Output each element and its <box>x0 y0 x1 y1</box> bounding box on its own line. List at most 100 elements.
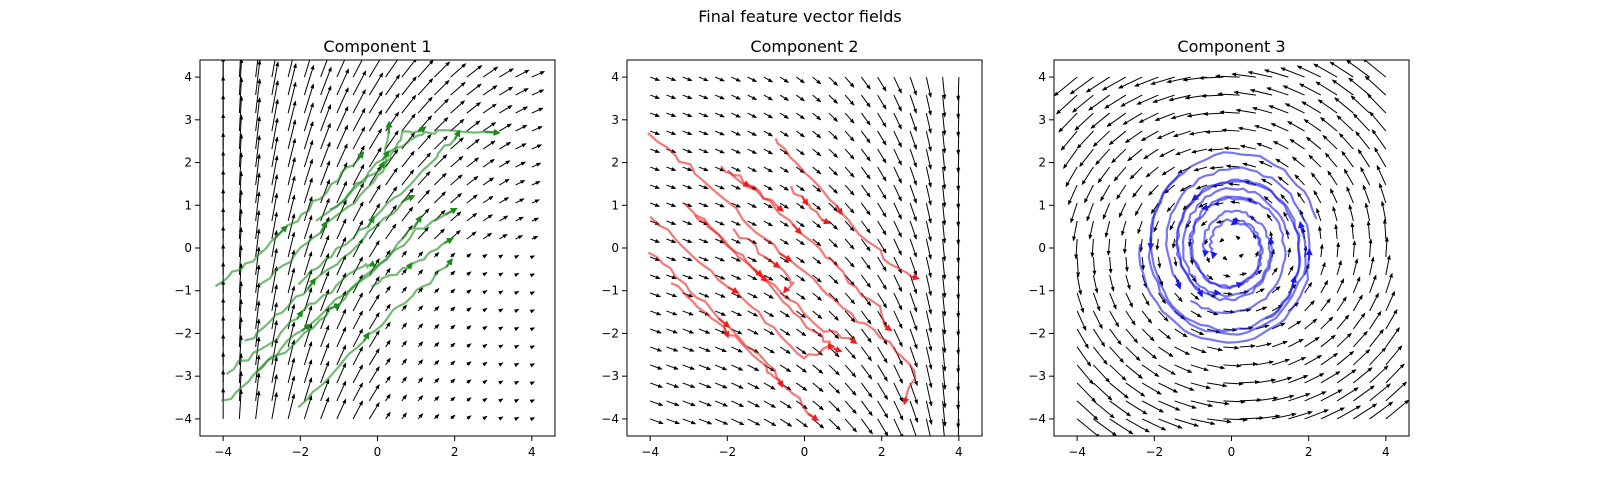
quiver-arrow <box>926 203 930 223</box>
quiver-arrow <box>1122 221 1126 235</box>
quiver-arrow <box>1220 239 1223 242</box>
quiver-arrow <box>1240 254 1243 257</box>
quiver-arrow <box>926 113 930 133</box>
quiver-arrow <box>910 383 917 404</box>
quiver-arrow <box>1272 360 1289 365</box>
quiver-arrow <box>683 383 695 388</box>
quiver-arrow <box>451 361 455 365</box>
quiver-arrow <box>715 77 724 81</box>
quiver-arrow <box>532 364 534 365</box>
quiver-arrow <box>731 77 740 81</box>
quiver-arrow <box>1194 167 1207 171</box>
trajectory-arrowhead <box>885 326 889 329</box>
quiver-arrow <box>894 311 902 328</box>
quiver-arrow <box>288 120 295 149</box>
quiver-arrow <box>418 270 422 275</box>
quiver-arrow <box>1093 311 1102 328</box>
quiver-arrow <box>894 95 901 111</box>
quiver-arrow <box>1135 203 1142 215</box>
quiver-arrow <box>353 71 366 95</box>
quiver-arrow <box>878 131 886 145</box>
quiver-arrow <box>958 77 959 100</box>
quiver-arrow <box>1353 368 1371 383</box>
quiver-arrow <box>451 289 455 293</box>
quiver-arrow <box>861 401 872 416</box>
quiver-arrow <box>1106 221 1110 237</box>
quiver-arrow <box>764 401 775 408</box>
quiver-arrow <box>499 216 507 221</box>
quiver-arrow <box>1353 277 1359 293</box>
y-tick-label: 4 <box>611 70 619 84</box>
quiver-arrow <box>418 342 422 347</box>
quiver-arrow <box>813 293 822 300</box>
quiver-arrow <box>829 401 840 412</box>
quiver-arrow <box>483 159 494 167</box>
quiver-arrow <box>499 255 502 257</box>
quiver-arrow <box>386 269 390 275</box>
quiver-arrow <box>499 161 509 167</box>
y-tick-label: −4 <box>601 412 619 426</box>
quiver-arrow <box>748 365 759 371</box>
quiver-arrow <box>1352 223 1353 239</box>
quiver-arrow <box>418 360 422 365</box>
quiver-arrow <box>1267 214 1272 221</box>
quiver-arrow <box>288 83 296 113</box>
quiver-arrow <box>699 77 708 81</box>
quiver-arrow <box>910 113 916 131</box>
quiver-arrow <box>1385 220 1386 239</box>
quiver-arrow <box>467 103 480 114</box>
quiver-arrow <box>386 412 390 418</box>
quiver-arrow <box>715 113 724 117</box>
quiver-arrow <box>1305 337 1319 347</box>
quiver-arrow <box>402 341 406 347</box>
quiver-arrow <box>1267 88 1288 95</box>
quiver-arrow <box>1353 350 1369 365</box>
quiver-arrow <box>467 84 481 95</box>
quiver-arrow <box>829 131 837 139</box>
quiver-arrow <box>434 361 438 365</box>
axes-frame <box>200 60 555 436</box>
quiver-arrow <box>1191 365 1208 370</box>
quiver-arrow <box>402 114 415 131</box>
trajectory-arrowhead <box>308 281 314 289</box>
quiver-arrow <box>256 42 260 77</box>
quiver-arrow <box>516 107 528 113</box>
quiver-arrow <box>1269 106 1288 113</box>
quiver-arrow <box>878 419 888 436</box>
quiver-arrow <box>699 347 710 351</box>
quiver-arrow <box>402 323 406 329</box>
quiver-arrow <box>894 365 903 383</box>
quiver-arrow <box>894 77 901 93</box>
quiver-arrow <box>780 113 788 118</box>
quiver-arrow <box>780 131 788 136</box>
quiver-arrow <box>1340 134 1354 149</box>
quiver-arrow <box>1158 329 1170 339</box>
quiver-arrow <box>1105 95 1126 108</box>
x-tick-label: −2 <box>1145 445 1163 459</box>
quiver-arrow <box>1190 131 1207 134</box>
quiver-arrow <box>1175 401 1196 408</box>
quiver-arrow <box>532 346 534 347</box>
quiver-arrow <box>1126 347 1140 361</box>
quiver-arrow <box>845 383 856 395</box>
quiver-arrow <box>861 311 871 324</box>
quiver-arrow <box>1223 347 1238 348</box>
quiver-arrow <box>1093 329 1104 346</box>
quiver-arrow <box>1077 401 1097 420</box>
trajectory-line <box>648 133 915 402</box>
quiver-arrow <box>910 239 916 257</box>
quiver-arrow <box>1142 329 1154 341</box>
quiver-arrow <box>1342 152 1353 168</box>
quiver-arrow <box>1358 150 1369 167</box>
quiver-arrow <box>1061 131 1077 150</box>
trajectory-arrowhead <box>1205 251 1206 254</box>
quiver-arrow <box>1380 184 1386 203</box>
quiver-arrow <box>1370 257 1374 275</box>
quiver-arrow <box>532 127 542 132</box>
trajectory-arrowhead <box>1194 195 1199 199</box>
quiver-arrow <box>650 131 659 134</box>
quiver-arrow <box>1192 149 1207 152</box>
quiver-arrow <box>1337 352 1353 365</box>
quiver-arrow <box>1191 347 1206 353</box>
quiver-arrow <box>467 416 471 419</box>
